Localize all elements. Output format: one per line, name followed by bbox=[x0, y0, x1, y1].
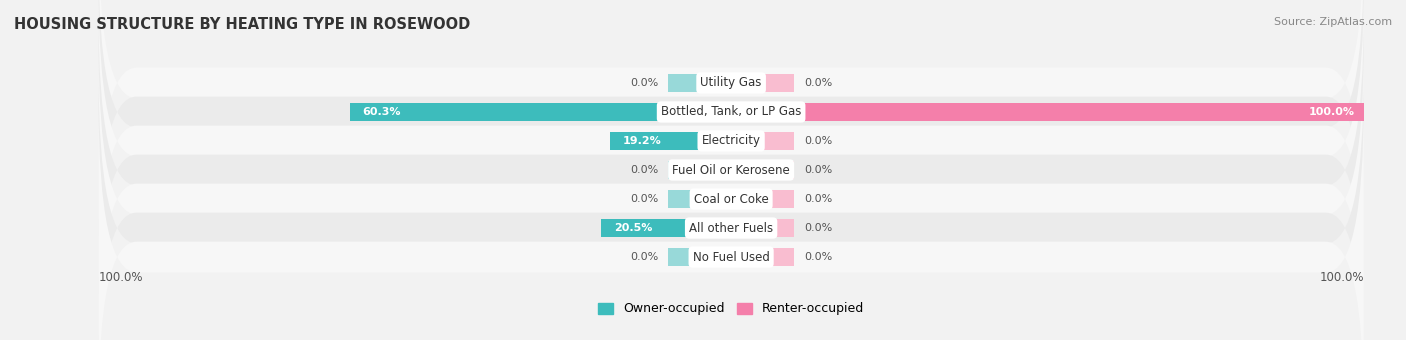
Text: Bottled, Tank, or LP Gas: Bottled, Tank, or LP Gas bbox=[661, 105, 801, 118]
Text: 0.0%: 0.0% bbox=[630, 78, 658, 88]
FancyBboxPatch shape bbox=[98, 11, 1364, 329]
Text: 0.0%: 0.0% bbox=[804, 136, 832, 146]
Text: Coal or Coke: Coal or Coke bbox=[693, 192, 769, 205]
Bar bbox=[731, 103, 1364, 121]
Bar bbox=[350, 103, 731, 121]
Text: 0.0%: 0.0% bbox=[804, 223, 832, 233]
Bar bbox=[731, 219, 794, 237]
Text: Electricity: Electricity bbox=[702, 135, 761, 148]
Text: 100.0%: 100.0% bbox=[98, 271, 143, 285]
FancyBboxPatch shape bbox=[98, 0, 1364, 242]
Text: No Fuel Used: No Fuel Used bbox=[693, 251, 769, 264]
Text: 60.3%: 60.3% bbox=[363, 107, 401, 117]
Text: Fuel Oil or Kerosene: Fuel Oil or Kerosene bbox=[672, 164, 790, 176]
FancyBboxPatch shape bbox=[98, 98, 1364, 340]
Legend: Owner-occupied, Renter-occupied: Owner-occupied, Renter-occupied bbox=[593, 298, 869, 320]
Text: 0.0%: 0.0% bbox=[804, 78, 832, 88]
Bar bbox=[731, 74, 794, 92]
Text: 100.0%: 100.0% bbox=[1309, 107, 1354, 117]
Bar bbox=[731, 190, 794, 208]
Bar bbox=[610, 132, 731, 150]
Text: Utility Gas: Utility Gas bbox=[700, 76, 762, 89]
Text: 0.0%: 0.0% bbox=[804, 252, 832, 262]
Text: All other Fuels: All other Fuels bbox=[689, 222, 773, 235]
Bar bbox=[602, 219, 731, 237]
Text: 0.0%: 0.0% bbox=[630, 165, 658, 175]
Text: 0.0%: 0.0% bbox=[630, 194, 658, 204]
Text: 19.2%: 19.2% bbox=[623, 136, 661, 146]
Text: Source: ZipAtlas.com: Source: ZipAtlas.com bbox=[1274, 17, 1392, 27]
Text: 0.0%: 0.0% bbox=[804, 165, 832, 175]
Bar bbox=[731, 161, 794, 179]
FancyBboxPatch shape bbox=[98, 0, 1364, 300]
FancyBboxPatch shape bbox=[98, 0, 1364, 271]
FancyBboxPatch shape bbox=[98, 40, 1364, 340]
FancyBboxPatch shape bbox=[98, 69, 1364, 340]
Text: 100.0%: 100.0% bbox=[1319, 271, 1364, 285]
Bar bbox=[668, 161, 731, 179]
Text: 0.0%: 0.0% bbox=[804, 194, 832, 204]
Bar bbox=[668, 248, 731, 266]
Text: 20.5%: 20.5% bbox=[614, 223, 652, 233]
Text: HOUSING STRUCTURE BY HEATING TYPE IN ROSEWOOD: HOUSING STRUCTURE BY HEATING TYPE IN ROS… bbox=[14, 17, 471, 32]
Bar bbox=[668, 74, 731, 92]
Text: 0.0%: 0.0% bbox=[630, 252, 658, 262]
Bar bbox=[731, 248, 794, 266]
Bar bbox=[731, 132, 794, 150]
Bar bbox=[668, 190, 731, 208]
